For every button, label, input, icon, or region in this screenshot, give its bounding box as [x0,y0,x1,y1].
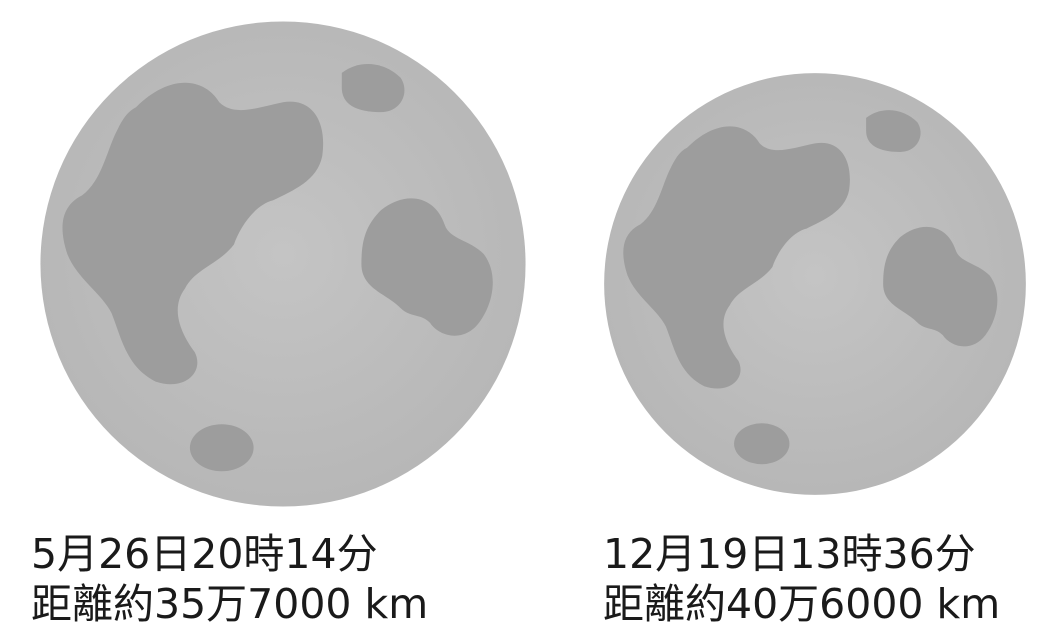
moon-mare [623,126,850,389]
moon-mare [62,82,324,385]
moon-small-svg [604,73,1026,495]
moon-mare [866,110,921,152]
caption-micromoon: 12月19日13時36分 距離約40万6000 km [603,529,1000,629]
moon-illustration-small [602,71,1028,497]
moon-illustration-large [38,19,528,509]
datetime-label: 12月19日13時36分 [603,530,976,578]
moon-mare [883,226,998,347]
moon-mare [734,423,790,465]
caption-supermoon: 5月26日20時14分 距離約35万7000 km [31,529,428,629]
moon-large-svg [40,21,526,507]
moon-mare [189,424,254,472]
distance-label: 距離約35万7000 km [31,580,429,628]
moon-mare [341,64,405,113]
distance-label: 距離約40万6000 km [603,580,1001,628]
datetime-label: 5月26日20時14分 [31,530,378,578]
moon-mare [361,198,493,336]
